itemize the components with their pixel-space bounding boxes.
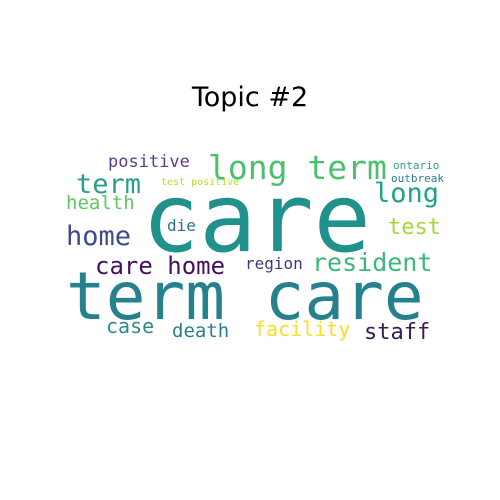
word-care: care <box>142 164 371 274</box>
word-positive: positive <box>108 152 190 172</box>
word-death: death <box>172 320 230 342</box>
word-facility: facility <box>254 317 351 341</box>
word-resident: resident <box>312 248 433 277</box>
word-term: term <box>76 169 142 200</box>
word-long-term: long term <box>208 148 387 187</box>
word-health: health <box>66 192 135 214</box>
word-care-home: care home <box>95 252 226 280</box>
word-region: region <box>245 254 303 273</box>
word-test-positive: test positive <box>161 177 240 188</box>
word-die: die <box>167 216 196 235</box>
figure-title: Topic #2 <box>191 82 309 113</box>
word-outbreak: outbreak <box>391 172 444 185</box>
word-staff: staff <box>364 320 431 345</box>
word-ontario: ontario <box>393 159 440 172</box>
word-home: home <box>66 221 132 252</box>
word-long: long <box>374 178 440 209</box>
word-case: case <box>106 314 155 338</box>
word-term-care: term care <box>66 258 424 335</box>
word-test: test <box>388 215 441 240</box>
